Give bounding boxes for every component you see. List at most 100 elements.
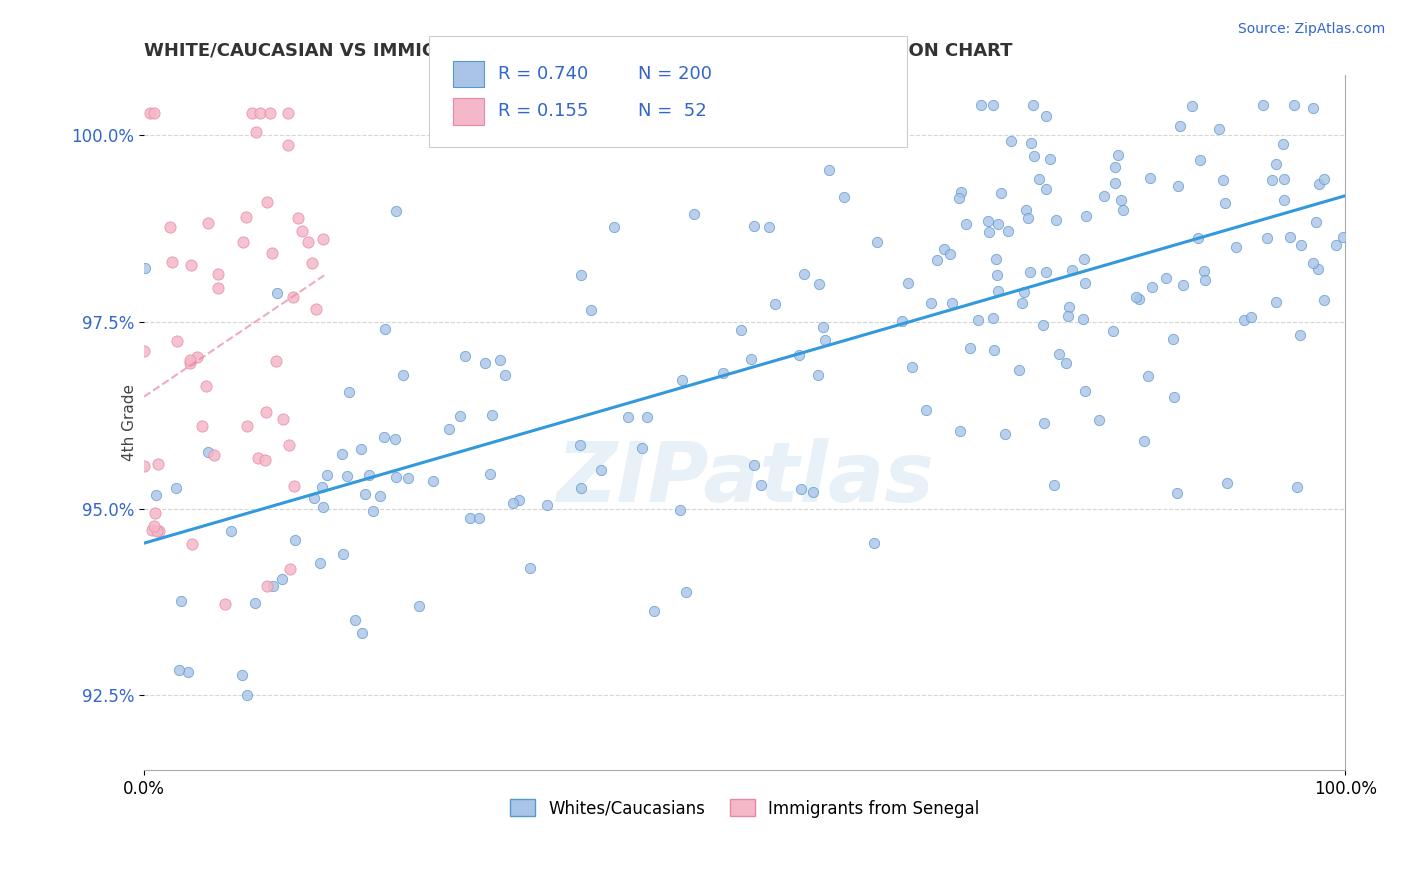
Point [271, 572, 294, 586]
Point [302, 491, 325, 505]
Point [1161, 332, 1184, 346]
Point [1208, 122, 1230, 136]
Point [249, 105, 271, 120]
Point [231, 667, 253, 681]
Point [278, 562, 301, 576]
Point [1216, 476, 1239, 491]
Point [508, 492, 530, 507]
Point [808, 277, 831, 291]
Point [959, 341, 981, 355]
Point [343, 613, 366, 627]
Point [983, 98, 1005, 112]
Point [180, 537, 202, 551]
Text: WHITE/CAUCASIAN VS IMMIGRANTS FROM SENEGAL 4TH GRADE CORRELATION CHART: WHITE/CAUCASIAN VS IMMIGRANTS FROM SENEG… [143, 42, 1012, 60]
Point [253, 452, 276, 467]
Text: N = 200: N = 200 [638, 65, 713, 83]
Point [160, 255, 183, 269]
Point [368, 489, 391, 503]
Point [1022, 148, 1045, 162]
Point [336, 468, 359, 483]
Point [1261, 172, 1284, 186]
Point [994, 427, 1017, 442]
Point [790, 482, 813, 496]
Point [489, 352, 512, 367]
Text: R = 0.155: R = 0.155 [498, 103, 588, 120]
Text: R = 0.740: R = 0.740 [498, 65, 588, 83]
Point [832, 190, 855, 204]
Point [214, 597, 236, 611]
Y-axis label: 4th Grade: 4th Grade [122, 384, 136, 461]
Point [1256, 231, 1278, 245]
Point [284, 533, 307, 548]
Point [1136, 368, 1159, 383]
Point [207, 267, 229, 281]
Point [159, 219, 181, 234]
Point [278, 438, 301, 452]
Point [1101, 324, 1123, 338]
Point [1008, 362, 1031, 376]
Point [915, 402, 938, 417]
Text: Source: ZipAtlas.com: Source: ZipAtlas.com [1237, 22, 1385, 37]
Point [180, 258, 202, 272]
Point [141, 523, 163, 537]
Point [1094, 189, 1116, 203]
Point [384, 432, 406, 446]
Point [1192, 264, 1215, 278]
Point [291, 224, 314, 238]
Point [941, 295, 963, 310]
Point [1167, 179, 1189, 194]
Point [1163, 390, 1185, 404]
Point [169, 594, 191, 608]
Point [219, 524, 242, 539]
Point [1104, 161, 1126, 175]
Point [1302, 101, 1324, 115]
Point [1057, 309, 1080, 323]
Point [337, 384, 360, 399]
Point [1062, 263, 1084, 277]
Point [758, 220, 780, 235]
Point [138, 105, 160, 120]
Point [744, 219, 766, 234]
Point [1032, 318, 1054, 332]
Point [787, 348, 810, 362]
Point [422, 475, 444, 489]
Point [983, 343, 1005, 357]
Point [897, 276, 920, 290]
Point [970, 98, 993, 112]
Point [143, 506, 166, 520]
Point [373, 430, 395, 444]
Point [984, 252, 1007, 267]
Point [264, 353, 287, 368]
Point [955, 217, 977, 231]
Point [494, 368, 516, 382]
Point [167, 663, 190, 677]
Point [145, 488, 167, 502]
Point [384, 204, 406, 219]
Point [454, 349, 477, 363]
Point [502, 495, 524, 509]
Point [202, 448, 225, 462]
Point [990, 186, 1012, 201]
Point [385, 470, 408, 484]
Point [977, 214, 1000, 228]
Point [197, 216, 219, 230]
Point [616, 410, 638, 425]
Point [166, 334, 188, 349]
Point [1326, 237, 1348, 252]
Point [191, 419, 214, 434]
Point [259, 105, 281, 120]
Point [312, 232, 335, 246]
Point [1019, 264, 1042, 278]
Point [316, 468, 339, 483]
Point [1233, 313, 1256, 327]
Point [437, 421, 460, 435]
Point [581, 303, 603, 318]
Point [391, 368, 413, 382]
Point [1265, 156, 1288, 170]
Point [900, 359, 922, 374]
Point [603, 219, 626, 234]
Point [1308, 177, 1330, 191]
Point [987, 284, 1010, 298]
Point [1073, 384, 1095, 398]
Point [460, 511, 482, 525]
